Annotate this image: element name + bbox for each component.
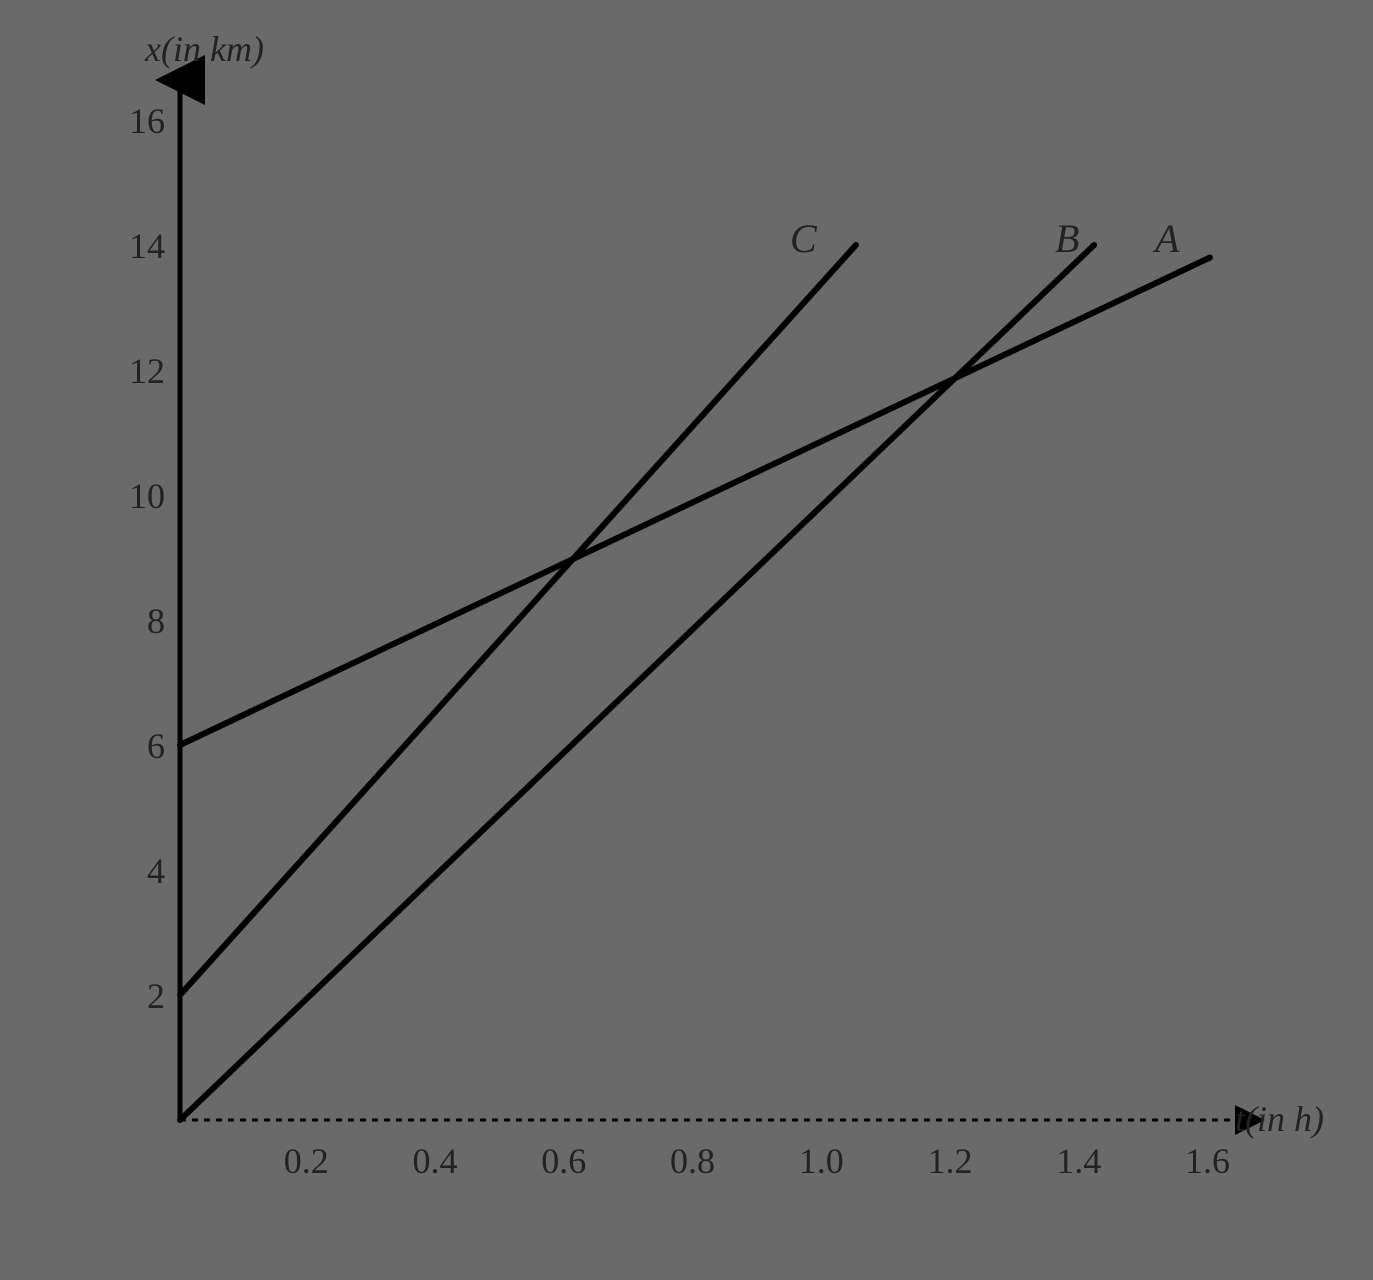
y-tick-label: 12 (129, 350, 165, 392)
x-tick-label: 1.4 (1056, 1140, 1101, 1182)
x-tick-label: 1.0 (799, 1140, 844, 1182)
x-tick-label: 0.4 (413, 1140, 458, 1182)
y-tick-label: 10 (129, 475, 165, 517)
x-tick-label: 0.8 (670, 1140, 715, 1182)
y-tick-label: 4 (147, 850, 165, 892)
y-axis-label: x(in km) (145, 28, 264, 70)
series-line-c (180, 245, 856, 995)
series-label-b: B (1055, 215, 1079, 262)
series-label-a: A (1155, 215, 1179, 262)
y-tick-label: 14 (129, 225, 165, 267)
y-tick-label: 2 (147, 975, 165, 1017)
x-axis-label: t(in h) (1235, 1098, 1324, 1140)
x-tick-label: 1.2 (928, 1140, 973, 1182)
y-tick-label: 16 (129, 100, 165, 142)
position-time-chart: x(in km) t(in h) 2 4 6 8 10 12 14 16 0.2 0.4 0.6 0… (0, 0, 1373, 1280)
x-tick-label: 0.6 (541, 1140, 586, 1182)
y-tick-label: 8 (147, 600, 165, 642)
series-line-a (180, 258, 1210, 746)
series-label-c: C (790, 215, 817, 262)
x-tick-label: 1.6 (1185, 1140, 1230, 1182)
x-tick-label: 0.2 (284, 1140, 329, 1182)
chart-svg (0, 0, 1373, 1280)
y-tick-label: 6 (147, 725, 165, 767)
